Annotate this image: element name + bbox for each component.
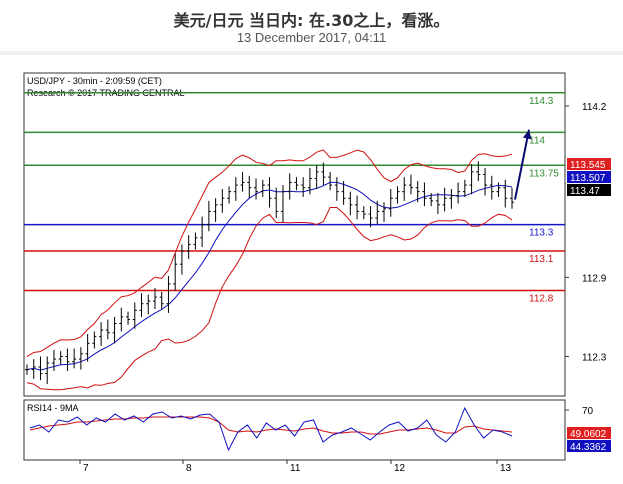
rsi-tick-label: 70 [582, 406, 594, 417]
bollinger-upper [26, 149, 513, 357]
level-label-1: 114 [529, 135, 545, 146]
rsi-tag-1: 44.3362 [570, 442, 607, 453]
x-tick-label-2: 11 [290, 463, 301, 474]
price-tag-1: 113.507 [570, 173, 606, 184]
price-tag-0: 113.545 [570, 160, 606, 171]
header-separator [0, 51, 623, 55]
y-tick-label-1: 112.9 [582, 273, 607, 284]
rsi-tag-0: 49.0602 [570, 429, 607, 440]
chart-title: 美元/日元 当日内: 在.30之上，看涨。 [173, 11, 450, 30]
bollinger-lower [26, 207, 513, 391]
rsi-tag-bg-0 [567, 427, 611, 439]
price-tag-2: 113.47 [570, 186, 600, 197]
chart-header: 美元/日元 当日内: 在.30之上，看涨。 13 December 2017, … [0, 0, 623, 52]
x-tick-label-1: 8 [186, 463, 192, 474]
rsi-line [29, 406, 513, 452]
chart-date: 13 December 2017, 04:11 [236, 30, 387, 45]
y-tick-label-2: 112.3 [582, 352, 607, 363]
level-label-2: 113.75 [529, 168, 559, 179]
rsi-label: RSI14 - 9MA [27, 403, 79, 413]
y-tick-label-0: 114.2 [582, 102, 607, 113]
level-label-5: 112.8 [529, 294, 554, 305]
price-tag-bg-0 [567, 158, 611, 170]
chart-info-line: USD/JPY - 30min - 2:09:59 (CET) [27, 76, 162, 86]
level-label-0: 114.3 [529, 96, 554, 107]
rsi-tag-bg-1 [567, 440, 611, 452]
x-tick-label-4: 13 [500, 463, 512, 474]
level-label-3: 113.3 [529, 228, 554, 239]
rsi-panel [23, 399, 566, 461]
x-tick-label-3: 12 [394, 463, 406, 474]
x-tick-label-0: 7 [83, 463, 89, 474]
forecast-arrow-shaft [514, 129, 530, 200]
level-label-4: 113.1 [529, 254, 554, 265]
price-tag-bg-1 [567, 171, 611, 183]
rsi-ma-line [29, 416, 513, 435]
forecast-arrow-head [522, 129, 532, 140]
price-tag-bg-2 [567, 184, 611, 196]
